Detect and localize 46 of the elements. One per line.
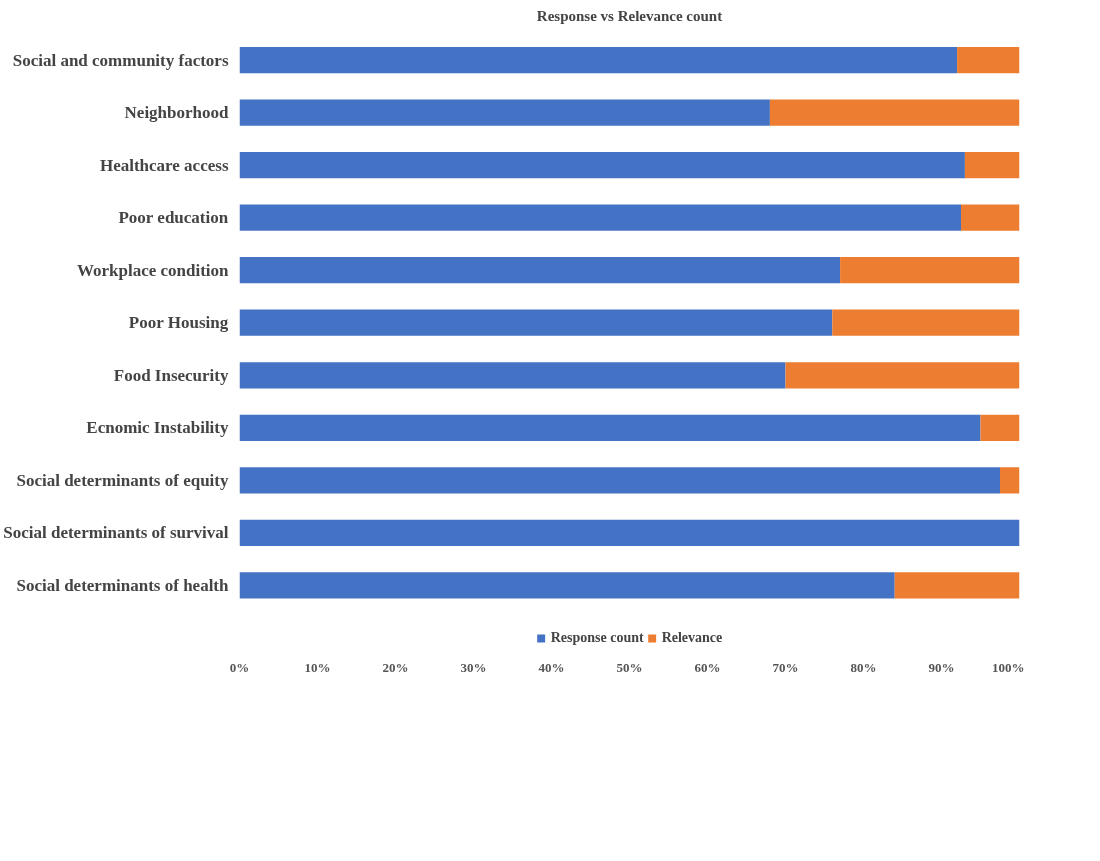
bar (239, 467, 1000, 494)
x-tick-label: 0% (229, 659, 250, 675)
bar (957, 46, 1020, 74)
bar (840, 257, 1020, 284)
bar (832, 309, 1020, 336)
x-tick-label: 100% (992, 659, 1025, 675)
bar (239, 99, 770, 126)
x-tick-label: 70% (772, 659, 799, 675)
bar (239, 414, 981, 441)
y-tick-label: Workplace condition (76, 260, 230, 280)
x-tick-label: 10% (304, 659, 331, 675)
x-tick-label: 80% (850, 659, 877, 675)
bar (239, 572, 895, 599)
y-tick-label: Ecnomic Instability (86, 418, 229, 438)
bar (239, 309, 833, 336)
x-tick-label: 50% (616, 659, 643, 675)
bar (239, 151, 965, 179)
y-tick-label: Poor education (118, 208, 229, 228)
x-tick-label: 20% (382, 659, 409, 675)
x-tick-label: 30% (460, 659, 487, 675)
x-tick-label: 90% (928, 659, 955, 675)
bar (239, 46, 958, 74)
y-tick-label: Poor Housing (128, 313, 229, 333)
legend-label: Response count (550, 630, 644, 646)
bar (769, 99, 1020, 126)
y-tick-label: Food Insecurity (113, 365, 229, 385)
y-tick-label: Neighborhood (124, 103, 230, 123)
y-tick-label: Social determinants of equity (16, 470, 229, 490)
bar (785, 362, 1020, 389)
x-tick-label: 60% (694, 659, 721, 675)
bar (239, 519, 1020, 547)
x-tick-label: 40% (538, 659, 565, 675)
legend-label: Relevance (661, 630, 723, 646)
chart-title: Response vs Relevance count (536, 7, 723, 24)
bar (1000, 467, 1020, 494)
y-tick-label: Social determinants of survival (3, 523, 229, 543)
bar (961, 204, 1020, 231)
bar (980, 414, 1020, 441)
bar (964, 151, 1020, 179)
y-tick-label: Healthcare access (99, 155, 229, 175)
bar (239, 362, 786, 389)
bar (894, 572, 1020, 599)
y-tick-label: Social determinants of health (16, 575, 230, 595)
bar (239, 204, 961, 231)
y-tick-label: Social and community factors (12, 50, 229, 70)
bar (239, 257, 841, 284)
